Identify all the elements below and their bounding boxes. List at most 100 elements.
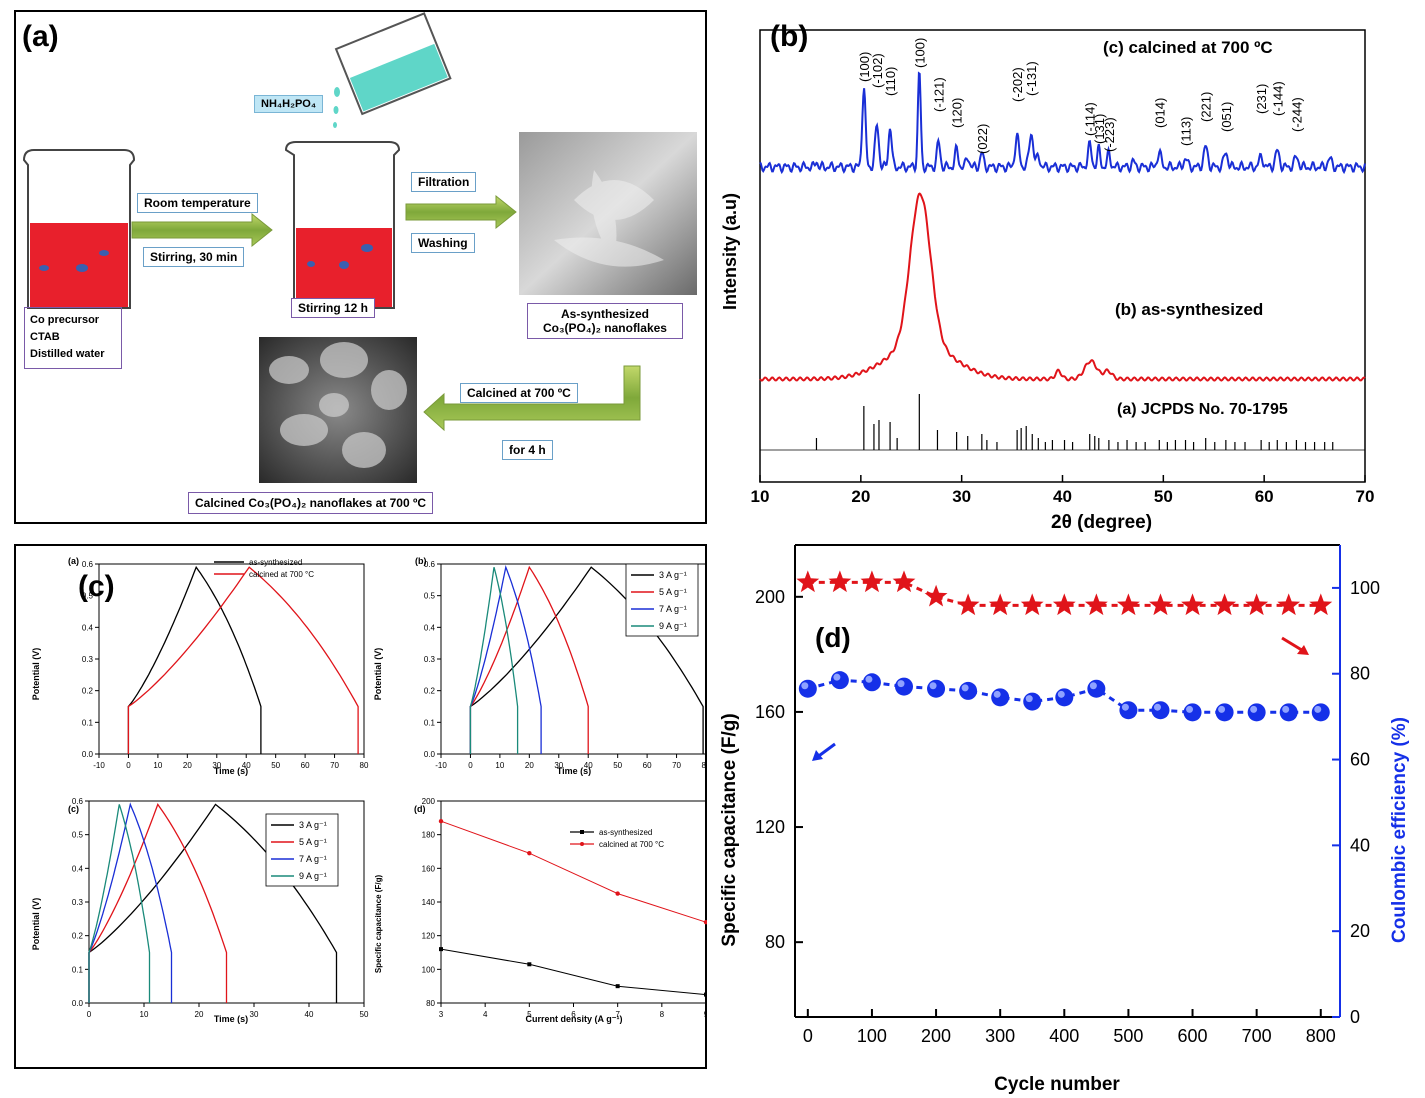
gcd-b-legend-9: 9 A g⁻¹ <box>659 621 687 631</box>
rate-point <box>527 962 532 967</box>
gcd-b-legend-3: 3 A g⁻¹ <box>659 570 687 580</box>
efficiency-sphere-highlight <box>1186 705 1194 713</box>
calcined-caption-box: Calcined Co₃(PO₄)₂ nanoflakes at 700 ºC <box>188 492 434 514</box>
gcd-x-tick-label: 40 <box>584 761 593 770</box>
xrd-peak-label: (120) <box>950 98 965 128</box>
efficiency-sphere-point <box>1279 703 1298 722</box>
efficiency-sphere-point <box>1087 679 1106 698</box>
gcd-x-tick-label: 20 <box>183 761 192 770</box>
efficiency-sphere-point <box>991 688 1010 707</box>
capacitance-star-point <box>988 593 1012 616</box>
arrow-to-right-axis-head <box>1297 645 1309 655</box>
rate-point <box>615 984 620 989</box>
efficiency-sphere-point <box>1247 703 1266 722</box>
as-synthesized-box: As-synthesized Co₃(PO₄)₂ nanoflakes <box>527 303 683 339</box>
gcd-x-tick-label: 0 <box>468 761 473 770</box>
efficiency-sphere-highlight <box>1314 705 1322 713</box>
gcd-y-tick-label: 0.1 <box>72 965 84 974</box>
gcd-y-tick-label: 0.5 <box>424 592 436 601</box>
xrd-x-tick-label: 10 <box>751 487 770 506</box>
gcd-x-tick-label: 10 <box>495 761 504 770</box>
gcd-x-tick-label: 80 <box>702 761 707 770</box>
gcd-y-tick-label: 100 <box>422 965 436 974</box>
xrd-x-tick-label: 50 <box>1154 487 1173 506</box>
gcd-y-tick-label: 200 <box>422 797 436 806</box>
capacitance-star-point <box>1020 593 1044 616</box>
efficiency-sphere-highlight <box>1250 705 1258 713</box>
rate-series-line <box>440 820 707 923</box>
stirring-30-label: Stirring, 30 min <box>143 247 245 267</box>
gcd-y-tick-label: 0.4 <box>424 623 436 632</box>
xrd-peak-label: (-223) <box>1102 117 1117 152</box>
xrd-peak-label: (110) <box>883 67 898 96</box>
efficiency-sphere-point <box>1215 703 1234 722</box>
gcd-x-tick-label: 3 <box>439 1010 444 1019</box>
cycling-right-axis-label: Coulombic efficiency (%) <box>1389 717 1410 943</box>
cycling-chart: 0 100 200 300 400 500 600 700 800 80 120 160 200 0 20 4… <box>719 544 1410 1095</box>
gcd-x-tick-label: 10 <box>153 761 162 770</box>
gcd-b-legend-7: 7 A g⁻¹ <box>659 604 687 614</box>
gcd-d-legend-as: as-synthesized <box>599 828 652 837</box>
efficiency-sphere-point <box>1023 692 1042 711</box>
cycling-x-tick-label: 700 <box>1242 1026 1272 1046</box>
efficiency-sphere-point <box>830 671 849 690</box>
gcd-x-tick-label: 40 <box>242 761 251 770</box>
precursor-line: Co precursor <box>30 314 100 326</box>
xrd-y-axis-label: Intensity (a.u) <box>720 193 740 310</box>
filtration-label: Filtration <box>411 172 477 192</box>
cycling-left-tick-label: 80 <box>765 932 785 952</box>
efficiency-sphere-point <box>959 681 978 700</box>
gcd-y-tick-label: 0.6 <box>424 560 436 569</box>
cycling-x-tick-label: 800 <box>1306 1026 1336 1046</box>
gcd-series-line <box>469 567 519 754</box>
beaker-middle <box>284 141 401 309</box>
xrd-peak-label: (051) <box>1219 102 1234 132</box>
gcd-y-tick-label: 0.5 <box>82 592 94 601</box>
gcd-x-tick-label: 50 <box>360 1010 369 1019</box>
capacitance-line <box>807 580 1321 607</box>
xrd-label-c: (c) calcined at 700 ºC <box>1103 38 1273 57</box>
gcd-c-x-label: Time (s) <box>214 1014 248 1024</box>
efficiency-sphere-highlight <box>1121 703 1129 711</box>
gcd-x-tick-label: 4 <box>483 1010 488 1019</box>
panel-b-tag: (b) <box>770 20 809 53</box>
capacitance-star-point <box>1117 593 1140 616</box>
reagent-label: NH₄H₂PO₄ <box>254 95 324 113</box>
gcd-x-tick-label: 50 <box>271 761 280 770</box>
capacitance-star-point <box>828 570 852 593</box>
cycling-x-tick-label: 0 <box>803 1026 813 1046</box>
cycling-x-tick-label: 300 <box>985 1026 1015 1046</box>
efficiency-sphere-highlight <box>993 690 1001 698</box>
capacitance-star-point <box>1245 593 1269 616</box>
gcd-y-tick-label: 0.2 <box>72 932 84 941</box>
precursor-box: Co precursor CTAB Distilled water <box>24 307 122 369</box>
xrd-label-a: (a) JCPDS No. 70-1795 <box>1117 401 1288 418</box>
washing-label: Washing <box>411 233 475 253</box>
arrow-2 <box>405 194 517 230</box>
gcd-y-tick-label: 0.3 <box>424 655 436 664</box>
xrd-x-tick-label: 30 <box>952 487 971 506</box>
gcd-x-tick-label: 20 <box>195 1010 204 1019</box>
gcd-a-legend-as: as-synthesized <box>249 558 302 567</box>
gcd-y-tick-label: 160 <box>422 864 436 873</box>
rate-point <box>704 992 707 997</box>
as-synthesized-line1: As-synthesized <box>560 307 650 321</box>
cycling-left-tick-label: 160 <box>755 702 785 722</box>
xrd-peak-label: (100) <box>857 52 872 82</box>
gcd-x-tick-label: 8 <box>660 1010 665 1019</box>
efficiency-sphere-highlight <box>1057 690 1065 698</box>
gcd-d-sub-tag: (d) <box>414 804 426 814</box>
arrow-1 <box>131 212 273 248</box>
gcd-y-tick-label: 0.2 <box>424 687 436 696</box>
cycling-x-tick-label: 200 <box>921 1026 951 1046</box>
capacitance-star-point <box>956 593 980 616</box>
gcd-b-x-label: Time (s) <box>557 766 591 776</box>
xrd-peak-label: (-244) <box>1289 97 1304 132</box>
xrd-peak-label: (022) <box>975 124 990 154</box>
gcd-c-legend-3: 3 A g⁻¹ <box>299 820 327 830</box>
efficiency-sphere-highlight <box>1218 705 1226 713</box>
cycling-right-tick-label: 100 <box>1350 578 1380 598</box>
gcd-d-y-label: Specific capacitance (F/g) <box>374 875 383 974</box>
gcd-x-tick-label: 60 <box>643 761 652 770</box>
cycling-right-tick-label: 60 <box>1350 750 1370 770</box>
